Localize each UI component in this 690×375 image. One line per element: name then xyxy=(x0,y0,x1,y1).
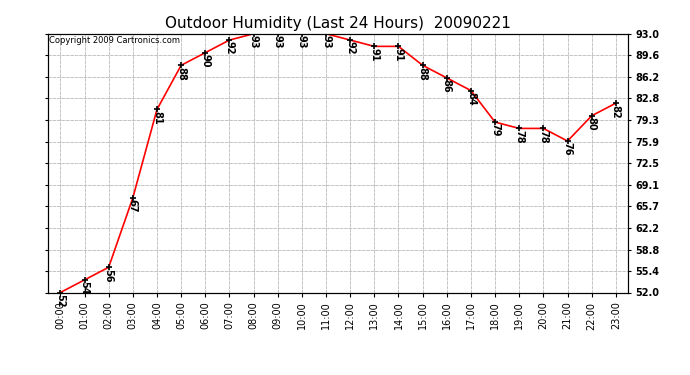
Title: Outdoor Humidity (Last 24 Hours)  20090221: Outdoor Humidity (Last 24 Hours) 2009022… xyxy=(165,16,511,31)
Text: 88: 88 xyxy=(417,67,428,81)
Text: 93: 93 xyxy=(321,35,331,49)
Text: 80: 80 xyxy=(586,117,597,131)
Text: 86: 86 xyxy=(442,80,452,93)
Text: Copyright 2009 Cartronics.com: Copyright 2009 Cartronics.com xyxy=(50,36,181,45)
Text: 92: 92 xyxy=(345,42,355,55)
Text: 93: 93 xyxy=(273,35,283,49)
Text: 81: 81 xyxy=(152,111,162,125)
Text: 91: 91 xyxy=(369,48,380,61)
Text: 79: 79 xyxy=(490,123,500,137)
Text: 84: 84 xyxy=(466,92,476,106)
Text: 93: 93 xyxy=(248,35,259,49)
Text: 90: 90 xyxy=(200,54,210,68)
Text: 78: 78 xyxy=(514,130,524,143)
Text: 93: 93 xyxy=(297,35,307,49)
Text: 91: 91 xyxy=(393,48,404,61)
Text: 54: 54 xyxy=(79,281,90,295)
Text: 56: 56 xyxy=(104,268,114,282)
Text: 78: 78 xyxy=(538,130,549,143)
Text: 76: 76 xyxy=(562,142,573,156)
Text: 92: 92 xyxy=(224,42,235,55)
Text: 52: 52 xyxy=(55,294,66,307)
Text: 82: 82 xyxy=(611,105,621,118)
Text: 88: 88 xyxy=(176,67,186,81)
Text: 67: 67 xyxy=(128,199,138,213)
